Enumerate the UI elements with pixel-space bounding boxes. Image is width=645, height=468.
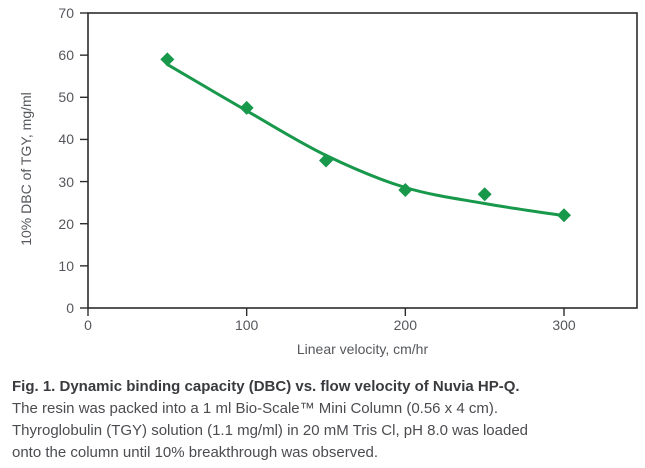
x-tick-label: 0	[84, 317, 92, 333]
figure-caption-line: The resin was packed into a 1 ml Bio-Sca…	[12, 400, 499, 417]
data-point-diamond	[160, 52, 175, 67]
y-tick-label: 40	[58, 131, 74, 148]
figure-caption-line: onto the column until 10% breakthrough w…	[12, 444, 379, 461]
figure-caption-title: Fig. 1. Dynamic binding capacity (DBC) v…	[12, 378, 520, 395]
y-tick-label: 20	[58, 215, 74, 232]
plot-border	[87, 12, 638, 309]
data-point-diamond	[557, 208, 572, 223]
x-tick-label: 200	[393, 317, 417, 333]
y-axis-title-text: 10% DBC of TGY, mg/ml	[18, 92, 34, 246]
chart-area: 0 10 20 30 40 50 60 70 0 100 200 300 10% DBC of TGY…	[18, 5, 638, 357]
data-point-diamond	[239, 100, 254, 115]
y-tick-label: 0	[66, 300, 74, 316]
figure-caption-line: Thyroglobulin (TGY) solution (1.1 mg/ml)…	[12, 422, 529, 439]
data-point-diamond	[398, 183, 413, 197]
plot-svg	[80, 12, 638, 316]
y-tick-label: 60	[58, 47, 74, 64]
y-tick-label: 30	[58, 173, 74, 190]
x-tick-label: 100	[234, 317, 259, 333]
y-tick-label: 50	[58, 89, 74, 106]
trend-curve	[165, 62, 566, 218]
y-tick-label: 10	[58, 257, 74, 274]
x-tick-label: 300	[552, 317, 576, 333]
data-point-diamond	[319, 153, 334, 168]
figure-caption: Fig. 1. Dynamic binding capacity (DBC) v…	[12, 376, 637, 464]
data-point-diamond	[477, 187, 492, 202]
x-axis-title: Linear velocity, cm/hr	[296, 341, 429, 357]
y-tick-label: 70	[58, 5, 74, 21]
